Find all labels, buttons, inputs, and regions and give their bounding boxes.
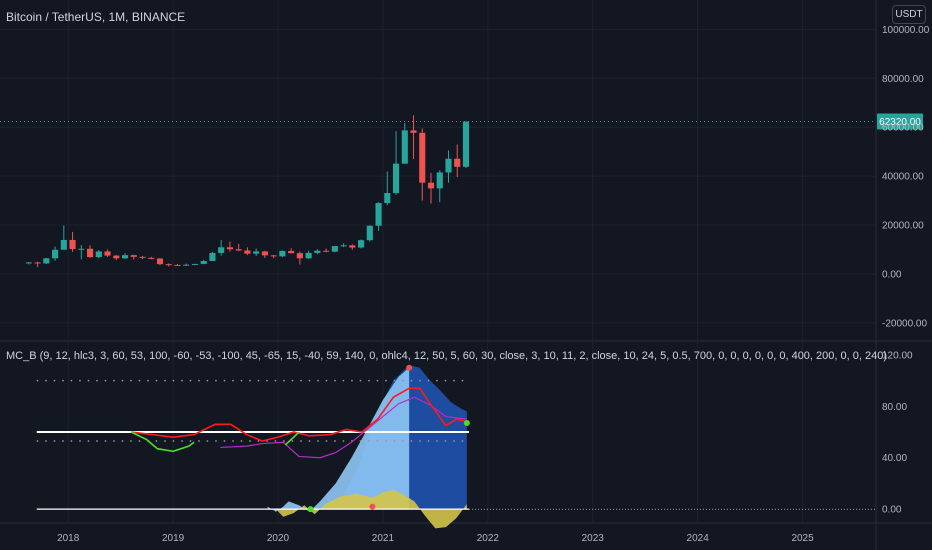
candle-body xyxy=(209,252,216,261)
candle-body xyxy=(462,121,470,167)
osc-tick-label: 40.00 xyxy=(882,453,907,464)
candle-body xyxy=(60,239,67,250)
price-tick-label: 100000.00 xyxy=(882,25,930,36)
candle-body xyxy=(296,253,303,259)
candle-body xyxy=(270,255,277,257)
candle-body xyxy=(279,250,286,257)
green-line xyxy=(130,431,195,453)
candle-body xyxy=(183,264,190,266)
price-tick-label: 40000.00 xyxy=(882,172,924,183)
candle-body xyxy=(454,158,461,167)
candle-body xyxy=(392,163,400,193)
candle-body xyxy=(323,250,330,252)
candle-body xyxy=(427,182,435,189)
candle-body xyxy=(261,251,268,256)
candle-body xyxy=(358,240,365,248)
candle-body xyxy=(366,225,373,241)
x-tick-label: 2024 xyxy=(687,533,710,544)
x-tick-label: 2023 xyxy=(582,533,605,544)
price-tick-label: 0.00 xyxy=(882,269,902,280)
candle-body xyxy=(410,130,417,133)
candle-body xyxy=(436,172,443,189)
candle-body xyxy=(218,247,225,253)
candle-body xyxy=(340,245,347,247)
x-tick-label: 2020 xyxy=(267,533,290,544)
candle-body xyxy=(244,250,251,254)
candle-body xyxy=(121,255,129,259)
axes: 2018 2019 2020 2021 2022 2023 2024 2025 100000.0… xyxy=(57,25,930,544)
candle-body xyxy=(104,251,111,256)
green-line-2 xyxy=(284,431,300,446)
candle-body xyxy=(191,263,199,265)
candle-body xyxy=(375,203,382,226)
candle-body xyxy=(78,248,85,250)
candle-body xyxy=(288,250,295,254)
osc-tick-label: 120.00 xyxy=(882,350,913,361)
price-tick-label: 20000.00 xyxy=(882,221,924,232)
candle-body xyxy=(139,256,146,258)
price-tick-label: 80000.00 xyxy=(882,74,924,85)
oscillator-pane xyxy=(36,364,876,529)
candle-body xyxy=(165,264,172,266)
candle-body xyxy=(331,246,338,252)
candle-body xyxy=(384,192,391,204)
signal-dot xyxy=(307,506,314,513)
candle-body xyxy=(95,251,102,258)
candle-body xyxy=(148,257,155,259)
osc-tick-label: 0.00 xyxy=(882,505,902,516)
candle-body xyxy=(445,158,452,173)
candle-body xyxy=(43,258,50,264)
x-tick-label: 2018 xyxy=(57,533,80,544)
signal-dot xyxy=(463,420,470,426)
x-tick-label: 2022 xyxy=(477,533,500,544)
x-tick-label: 2021 xyxy=(372,533,395,544)
candle-body xyxy=(253,251,260,254)
candle-body xyxy=(156,258,164,265)
last-price-label: 62320.00 xyxy=(879,117,921,128)
price-tick-label: 60000.00 xyxy=(882,123,924,134)
candle-body xyxy=(86,248,94,258)
signal-dot xyxy=(406,364,413,371)
candle-body xyxy=(174,264,181,266)
price-tick-label: -20000.00 xyxy=(882,318,927,329)
candle-body xyxy=(113,255,120,259)
last-price-badge xyxy=(877,113,923,130)
candle-body xyxy=(52,249,59,259)
candle-body xyxy=(401,130,408,164)
wave-area-light xyxy=(267,367,410,512)
signal-dot xyxy=(369,503,376,510)
candle-body xyxy=(419,132,426,183)
candle-body xyxy=(34,262,41,264)
symbol-title[interactable]: Bitcoin / TetherUS, 1M, BINANCE xyxy=(6,10,186,24)
x-tick-label: 2019 xyxy=(162,533,185,544)
candle-body xyxy=(25,262,32,264)
osc-tick-label: 80.00 xyxy=(882,402,907,413)
candle-body xyxy=(314,250,321,253)
candle-body xyxy=(305,252,312,259)
candle-body xyxy=(130,255,137,257)
purple-line xyxy=(220,396,467,459)
currency-button[interactable]: USDT xyxy=(892,5,926,24)
candle-body xyxy=(235,249,242,251)
candle-body xyxy=(200,260,207,264)
red-line xyxy=(131,387,468,442)
x-tick-label: 2025 xyxy=(791,533,814,544)
candle-body xyxy=(69,239,76,250)
price-pane: 62320.00 xyxy=(0,113,923,268)
indicator-legend[interactable]: MC_B (9, 12, hlc3, 3, 60, 53, 100, -60, … xyxy=(6,350,887,362)
candle-body xyxy=(349,245,356,248)
candle-body xyxy=(226,247,233,250)
